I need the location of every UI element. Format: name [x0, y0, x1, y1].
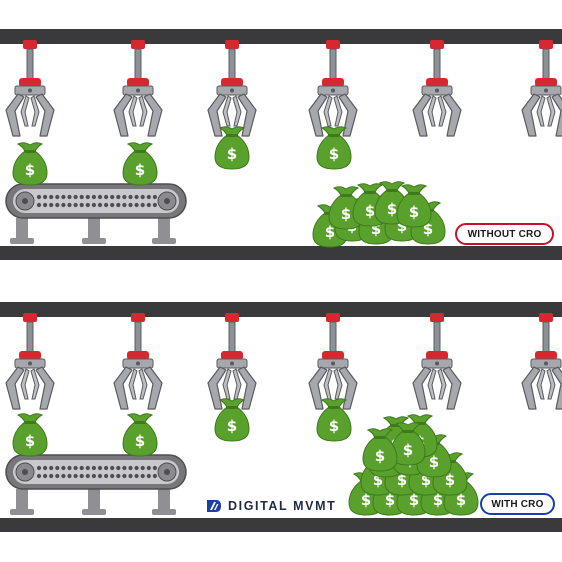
scene-with-cro: [0, 302, 562, 532]
without-cro-label: WITHOUT CRO: [455, 223, 554, 245]
claw-arm-icon: [113, 39, 163, 137]
claw-arm-icon: [113, 312, 163, 410]
money-pile-large: [348, 414, 479, 516]
claw-arm-icon: [308, 312, 358, 410]
scene-without-cro: [0, 29, 562, 260]
claw-arm-icon: [521, 39, 562, 137]
top-rail: [0, 29, 562, 44]
claw-arm-icon: [207, 312, 257, 410]
conveyor-belt-icon: [5, 183, 187, 245]
claw-arm-icon: [5, 39, 55, 137]
money-bag-icon: [122, 142, 158, 186]
money-pile-small: [312, 181, 446, 248]
claw-arm-icon: [412, 312, 462, 410]
claw-arm-icon: [207, 39, 257, 137]
digital-mvmt-logo-icon: [207, 500, 221, 512]
claw-arm-icon: [412, 39, 462, 137]
floor-rail: [0, 518, 562, 532]
claw-arm-icon: [521, 312, 562, 410]
claw-arm-icon: [5, 312, 55, 410]
conveyor-belt-icon: [5, 454, 187, 516]
money-bag-icon: [12, 142, 48, 186]
money-bag-icon: [396, 184, 432, 228]
with-cro-label: WITH CRO: [480, 493, 555, 515]
money-bag-icon: [122, 413, 158, 457]
claw-arm-icon: [308, 39, 358, 137]
top-rail: [0, 302, 562, 317]
brand-lockup: DIGITAL MVMT: [206, 497, 336, 515]
brand-name: DIGITAL MVMT: [228, 499, 337, 513]
money-bag-icon: [12, 413, 48, 457]
floor-rail: [0, 246, 562, 260]
